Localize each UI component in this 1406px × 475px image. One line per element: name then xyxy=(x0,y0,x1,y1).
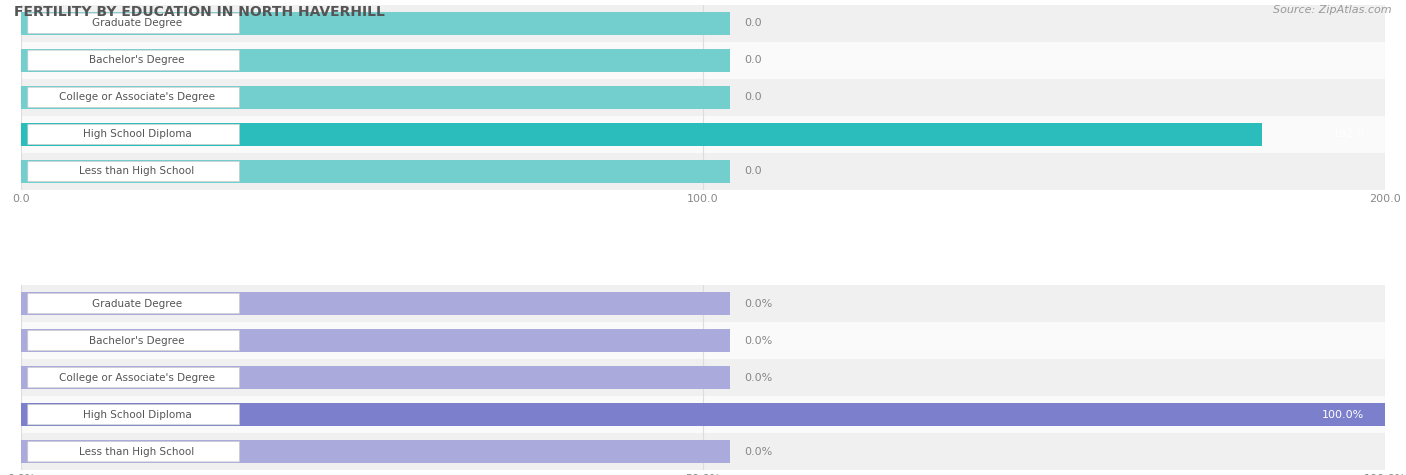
Text: 182.0: 182.0 xyxy=(1333,129,1364,140)
Text: Bachelor's Degree: Bachelor's Degree xyxy=(89,335,184,346)
Bar xyxy=(21,123,1263,146)
Bar xyxy=(21,329,730,352)
FancyBboxPatch shape xyxy=(28,405,239,425)
Bar xyxy=(21,12,730,35)
Text: High School Diploma: High School Diploma xyxy=(83,129,191,140)
Bar xyxy=(21,160,730,183)
Bar xyxy=(21,5,1385,42)
Bar xyxy=(21,440,730,463)
Text: 0.0%: 0.0% xyxy=(744,372,772,383)
Text: 0.0%: 0.0% xyxy=(744,446,772,457)
Bar xyxy=(21,153,1385,190)
FancyBboxPatch shape xyxy=(28,162,239,181)
Text: 0.0: 0.0 xyxy=(744,18,762,28)
Text: 0.0: 0.0 xyxy=(744,92,762,103)
Text: Source: ZipAtlas.com: Source: ZipAtlas.com xyxy=(1274,5,1392,15)
FancyBboxPatch shape xyxy=(28,124,239,144)
FancyBboxPatch shape xyxy=(28,331,239,351)
Bar xyxy=(21,359,1385,396)
Bar xyxy=(21,403,730,426)
Text: 100.0%: 100.0% xyxy=(1322,409,1364,420)
Text: 0.0: 0.0 xyxy=(744,166,762,177)
Bar xyxy=(21,292,730,315)
Text: Graduate Degree: Graduate Degree xyxy=(91,298,183,309)
Bar xyxy=(21,42,1385,79)
Text: High School Diploma: High School Diploma xyxy=(83,409,191,420)
Bar xyxy=(21,396,1385,433)
FancyBboxPatch shape xyxy=(28,87,239,107)
Bar xyxy=(21,322,1385,359)
Text: FERTILITY BY EDUCATION IN NORTH HAVERHILL: FERTILITY BY EDUCATION IN NORTH HAVERHIL… xyxy=(14,5,385,19)
Bar xyxy=(21,366,730,389)
Text: 0.0%: 0.0% xyxy=(744,335,772,346)
Text: 0.0%: 0.0% xyxy=(744,298,772,309)
FancyBboxPatch shape xyxy=(28,368,239,388)
Bar xyxy=(21,49,730,72)
Text: 0.0: 0.0 xyxy=(744,55,762,66)
Bar xyxy=(21,285,1385,322)
Text: Graduate Degree: Graduate Degree xyxy=(91,18,183,28)
Bar xyxy=(21,403,1385,426)
FancyBboxPatch shape xyxy=(28,50,239,70)
Text: Less than High School: Less than High School xyxy=(79,446,194,457)
Bar xyxy=(21,433,1385,470)
Text: Bachelor's Degree: Bachelor's Degree xyxy=(89,55,184,66)
Bar xyxy=(21,116,1385,153)
Bar xyxy=(21,86,730,109)
Text: Less than High School: Less than High School xyxy=(79,166,194,177)
FancyBboxPatch shape xyxy=(28,13,239,33)
Text: College or Associate's Degree: College or Associate's Degree xyxy=(59,372,215,383)
Text: College or Associate's Degree: College or Associate's Degree xyxy=(59,92,215,103)
FancyBboxPatch shape xyxy=(28,442,239,462)
Bar xyxy=(21,123,730,146)
Bar xyxy=(21,79,1385,116)
FancyBboxPatch shape xyxy=(28,294,239,314)
